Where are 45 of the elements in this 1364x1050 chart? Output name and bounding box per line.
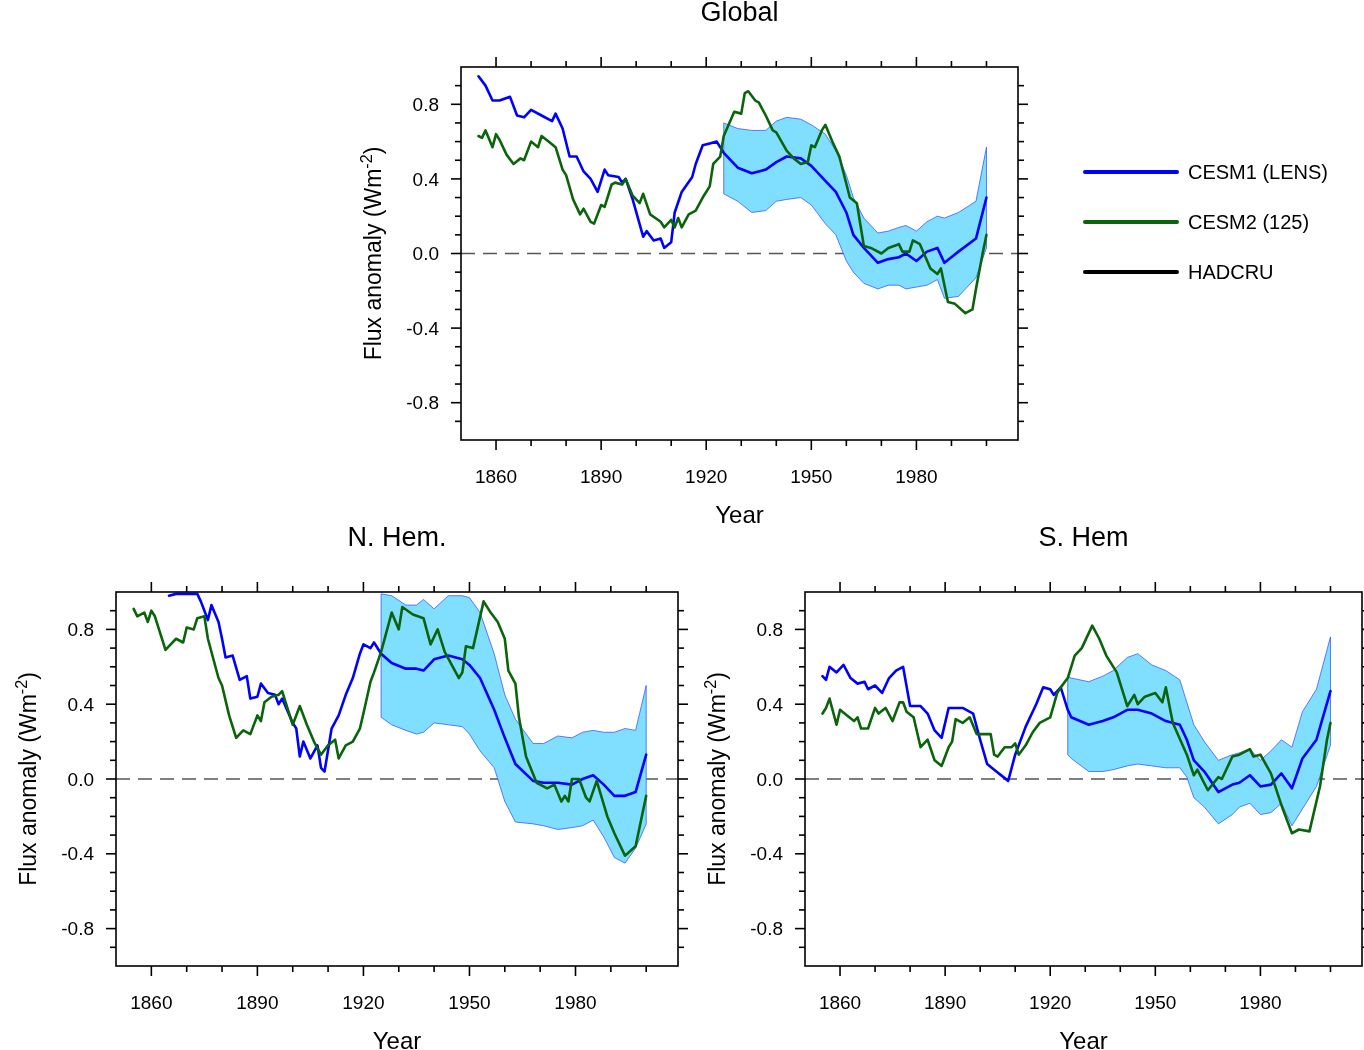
x-axis-title: Year	[372, 1027, 422, 1050]
y-tick-label: 0.0	[412, 243, 439, 265]
line-series	[821, 624, 1332, 835]
y-tick-label: 0.4	[67, 693, 95, 715]
line-series	[477, 89, 988, 315]
legend-label: CESM2 (125)	[1188, 211, 1310, 233]
y-tick-label: 0.0	[756, 768, 783, 790]
line-series	[477, 75, 988, 265]
x-tick-label: 1950	[1134, 992, 1177, 1013]
x-tick-label: 1890	[579, 466, 623, 487]
y-tick-label: 0.8	[412, 93, 439, 115]
x-tick-label: 1950	[448, 992, 491, 1013]
x-tick-label: 1980	[895, 466, 938, 487]
x-axis-title: Year	[1059, 1027, 1108, 1050]
x-tick-label: 1920	[1029, 992, 1072, 1013]
chart-title: S. Hem	[1038, 522, 1129, 552]
x-tick-label: 1980	[1239, 992, 1282, 1013]
y-tick-label: -0.8	[406, 392, 439, 414]
y-tick-label: 0.0	[67, 768, 94, 790]
x-tick-label: 1860	[818, 992, 862, 1013]
x-tick-label: 1860	[130, 992, 173, 1013]
chart-title: N. Hem.	[347, 522, 447, 552]
line-series	[821, 663, 1332, 794]
x-tick-label: 1860	[474, 466, 518, 487]
x-tick-label: 1950	[790, 466, 833, 487]
x-tick-label: 1980	[554, 992, 597, 1013]
y-tick-label: -0.8	[750, 918, 783, 940]
y-tick-label: 0.4	[412, 168, 440, 190]
y-tick-label: 0.4	[756, 693, 784, 715]
y-tick-label: -0.4	[406, 317, 440, 339]
x-tick-label: 1890	[923, 992, 967, 1013]
x-tick-label: 1920	[342, 992, 385, 1013]
legend-label: CESM1 (LENS)	[1188, 161, 1329, 183]
legend-label: HADCRU	[1188, 261, 1274, 283]
x-tick-label: 1890	[236, 992, 279, 1013]
y-tick-label: 0.8	[756, 619, 783, 641]
chart-title: Global	[700, 0, 779, 27]
y-tick-label: -0.8	[61, 918, 94, 940]
line-series	[167, 592, 648, 798]
y-tick-label: -0.4	[750, 843, 784, 865]
x-tick-label: 1920	[685, 466, 728, 487]
y-tick-label: -0.4	[61, 843, 95, 865]
line-series	[132, 600, 648, 857]
y-tick-label: 0.8	[67, 619, 94, 641]
x-axis-title: Year	[715, 501, 764, 528]
